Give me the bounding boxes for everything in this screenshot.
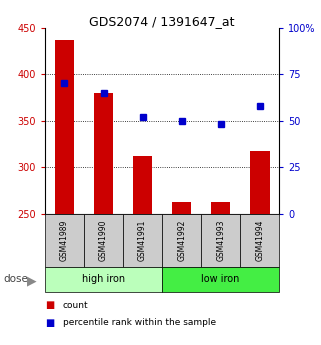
Bar (162, 214, 201, 267)
Bar (45, 214, 84, 267)
Bar (133, 156, 152, 214)
Text: GDS2074 / 1391647_at: GDS2074 / 1391647_at (89, 16, 235, 29)
Bar (172, 202, 191, 214)
Text: GSM41994: GSM41994 (255, 220, 264, 262)
Text: ▶: ▶ (27, 274, 37, 287)
Bar (201, 214, 240, 267)
Bar (240, 214, 279, 267)
Bar (211, 202, 230, 214)
Text: GSM41990: GSM41990 (99, 220, 108, 262)
Text: count: count (63, 301, 88, 310)
Bar (94, 93, 113, 214)
Bar (84, 214, 123, 267)
Text: GSM41989: GSM41989 (60, 220, 69, 261)
Text: percentile rank within the sample: percentile rank within the sample (63, 318, 216, 327)
Text: GSM41993: GSM41993 (216, 220, 225, 262)
Text: low iron: low iron (202, 275, 240, 284)
Bar (250, 151, 270, 214)
Text: ■: ■ (45, 300, 54, 310)
Text: GSM41991: GSM41991 (138, 220, 147, 261)
Bar (55, 40, 74, 214)
Text: GSM41992: GSM41992 (177, 220, 186, 261)
Text: dose: dose (3, 275, 28, 284)
Text: ■: ■ (45, 318, 54, 327)
Text: high iron: high iron (82, 275, 125, 284)
Bar (45, 267, 162, 292)
Bar (162, 267, 279, 292)
Bar (123, 214, 162, 267)
